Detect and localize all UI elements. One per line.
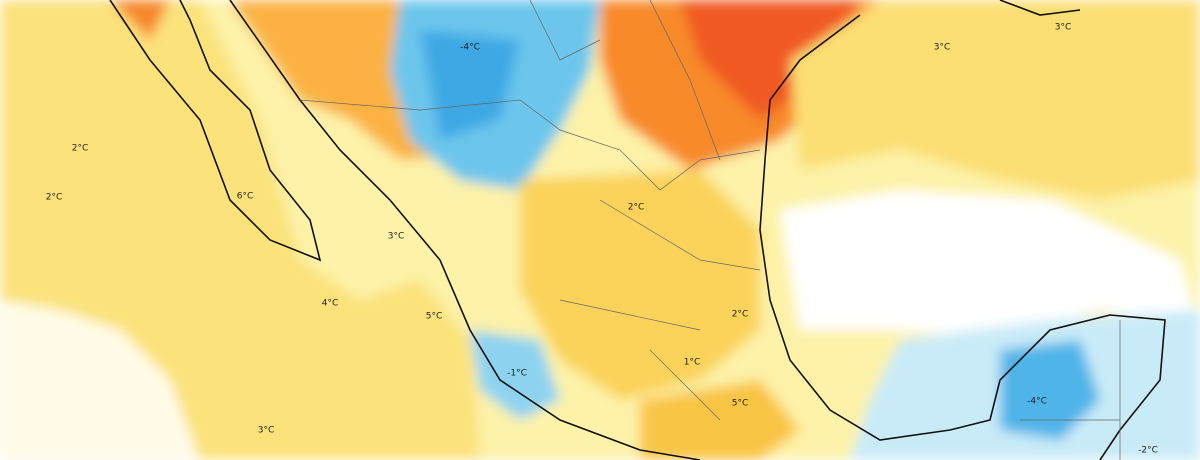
us-border <box>299 99 761 191</box>
temperature-label: 3°C <box>388 232 405 242</box>
baja-coast <box>109 0 322 262</box>
texas-hot <box>680 0 860 120</box>
temperature-label: -4°C <box>460 43 480 53</box>
gulf-neutral <box>780 190 1200 340</box>
pacific-neutral <box>0 300 200 460</box>
yucatan-cold <box>1000 340 1100 440</box>
central-warm <box>520 170 760 400</box>
temperature-label: 1°C <box>684 358 701 368</box>
temperature-label: 2°C <box>72 144 89 154</box>
temperature-label: -4°C <box>1027 397 1047 407</box>
central-america-borders <box>1020 320 1121 460</box>
gulf-coast <box>759 14 1166 460</box>
temperature-label: 2°C <box>732 310 749 320</box>
pacific-coast <box>229 0 701 460</box>
borders <box>299 0 1121 460</box>
temperature-label: 6°C <box>237 192 254 202</box>
north-cold <box>420 30 520 140</box>
nw-hot <box>110 0 170 40</box>
temperature-label: 2°C <box>628 203 645 213</box>
temperature-label: 4°C <box>322 299 339 309</box>
temperature-label: 3°C <box>934 43 951 53</box>
state-borders <box>529 0 761 421</box>
temperature-label: 5°C <box>426 312 443 322</box>
temperature-label: 2°C <box>46 193 63 203</box>
temperature-label: 5°C <box>732 399 749 409</box>
temperature-label: 3°C <box>258 426 275 436</box>
louisiana-coast <box>999 0 1081 16</box>
coastlines <box>109 0 1166 460</box>
west-cool <box>470 330 560 420</box>
temperature-label: -1°C <box>507 369 527 379</box>
gulf-warm <box>790 0 1200 200</box>
temperature-label: -2°C <box>1138 446 1158 456</box>
temperature-label: 3°C <box>1055 23 1072 33</box>
labels: -4°C 3°C 3°C 2°C 2°C 6°C 3°C 2°C 4°C 5°C 2°C 1°C -1°… <box>46 23 1158 456</box>
